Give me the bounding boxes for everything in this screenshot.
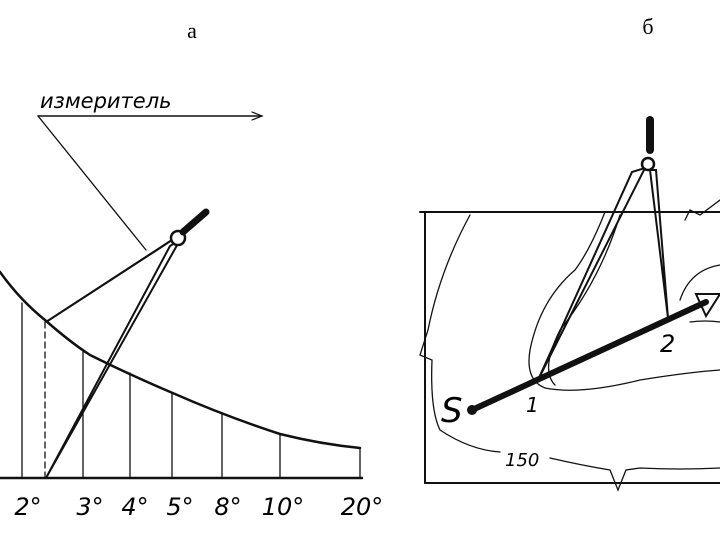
point-label: 2 [660, 330, 675, 358]
map-frame [419, 211, 720, 484]
scale-label: 2° [14, 493, 41, 521]
arrowhead [251, 111, 264, 121]
panel-a: а измеритель 2° 3° 4° 5° 8° [0, 18, 383, 521]
ordinates [21, 302, 361, 479]
start-label: S [441, 391, 463, 431]
scale-label: 8° [214, 493, 241, 521]
pointer-label: измеритель [40, 89, 172, 113]
divider [537, 116, 669, 381]
leader-line [37, 115, 147, 251]
scale-label: 3° [76, 493, 103, 521]
contour-label: 150 [505, 450, 539, 471]
start-point [467, 405, 477, 415]
scale-label: 10° [262, 493, 305, 521]
divider [45, 208, 210, 479]
arrowhead [694, 293, 720, 319]
scale-label: 20° [341, 493, 384, 521]
scale-label: 5° [166, 493, 193, 521]
panel-b: б S 1 2 150 [419, 14, 720, 492]
scale-label: 4° [121, 493, 148, 521]
panel-label: б [642, 14, 653, 39]
scale-labels: 2° 3° 4° 5° 8° 10° 20° [14, 493, 383, 521]
curve [0, 270, 362, 450]
point-label: 1 [526, 393, 539, 417]
direction-line [469, 299, 709, 413]
panel-label: а [187, 18, 197, 43]
